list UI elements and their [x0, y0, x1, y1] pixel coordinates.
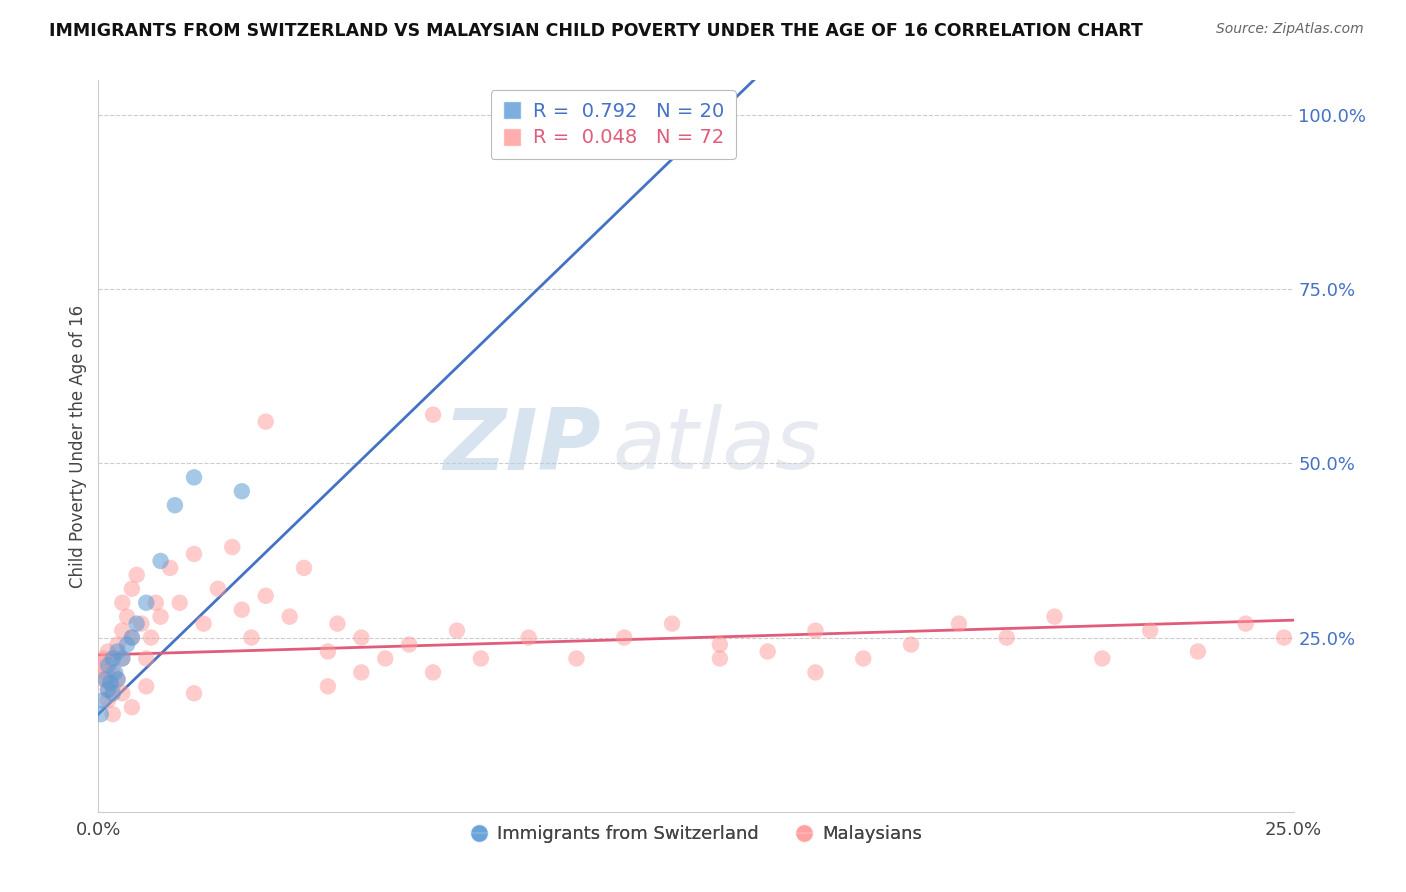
- Point: [107, 673, 129, 687]
- Point: [183, 547, 205, 561]
- Point: [121, 582, 143, 596]
- Point: [97, 682, 120, 697]
- Point: [709, 638, 731, 652]
- Point: [350, 665, 373, 680]
- Point: [90, 658, 112, 673]
- Point: [159, 561, 181, 575]
- Point: [135, 679, 157, 693]
- Point: [254, 589, 277, 603]
- Point: [350, 631, 373, 645]
- Point: [804, 624, 827, 638]
- Point: [101, 686, 124, 700]
- Point: [125, 567, 148, 582]
- Point: [91, 693, 114, 707]
- Point: [995, 631, 1018, 645]
- Point: [326, 616, 349, 631]
- Point: [131, 616, 153, 631]
- Point: [517, 631, 540, 645]
- Point: [111, 651, 134, 665]
- Point: [111, 624, 134, 638]
- Point: [900, 638, 922, 652]
- Point: [98, 676, 122, 690]
- Point: [101, 665, 124, 680]
- Point: [183, 470, 205, 484]
- Point: [422, 665, 444, 680]
- Point: [135, 596, 157, 610]
- Point: [374, 651, 396, 665]
- Point: [316, 679, 339, 693]
- Point: [231, 603, 253, 617]
- Point: [107, 673, 129, 687]
- Point: [94, 673, 117, 687]
- Point: [231, 484, 253, 499]
- Point: [1043, 609, 1066, 624]
- Point: [169, 596, 191, 610]
- Point: [139, 631, 162, 645]
- Point: [104, 665, 127, 680]
- Point: [1234, 616, 1257, 631]
- Point: [107, 638, 129, 652]
- Point: [1272, 631, 1295, 645]
- Point: [254, 415, 277, 429]
- Point: [115, 609, 138, 624]
- Point: [852, 651, 875, 665]
- Point: [101, 651, 124, 665]
- Point: [125, 616, 148, 631]
- Point: [163, 498, 186, 512]
- Point: [115, 638, 138, 652]
- Text: IMMIGRANTS FROM SWITZERLAND VS MALAYSIAN CHILD POVERTY UNDER THE AGE OF 16 CORRE: IMMIGRANTS FROM SWITZERLAND VS MALAYSIAN…: [49, 22, 1143, 40]
- Point: [91, 673, 114, 687]
- Point: [97, 682, 120, 697]
- Point: [240, 631, 263, 645]
- Text: atlas: atlas: [613, 404, 820, 488]
- Point: [316, 644, 339, 658]
- Text: Source: ZipAtlas.com: Source: ZipAtlas.com: [1216, 22, 1364, 37]
- Point: [1139, 624, 1161, 638]
- Point: [278, 609, 301, 624]
- Point: [101, 679, 124, 693]
- Point: [97, 644, 120, 658]
- Point: [121, 631, 143, 645]
- Point: [422, 408, 444, 422]
- Point: [97, 693, 120, 707]
- Point: [149, 554, 172, 568]
- Point: [101, 651, 124, 665]
- Point: [948, 616, 970, 631]
- Point: [709, 651, 731, 665]
- Point: [107, 644, 129, 658]
- Point: [145, 596, 167, 610]
- Point: [111, 596, 134, 610]
- Point: [613, 631, 636, 645]
- Point: [207, 582, 229, 596]
- Point: [121, 700, 143, 714]
- Point: [101, 707, 124, 722]
- Point: [398, 638, 420, 652]
- Point: [97, 658, 120, 673]
- Point: [292, 561, 315, 575]
- Point: [446, 624, 468, 638]
- Point: [94, 665, 117, 680]
- Point: [221, 540, 243, 554]
- Point: [111, 651, 134, 665]
- Point: [470, 651, 492, 665]
- Legend: Immigrants from Switzerland, Malaysians: Immigrants from Switzerland, Malaysians: [463, 818, 929, 850]
- Point: [111, 686, 134, 700]
- Point: [193, 616, 215, 631]
- Point: [135, 651, 157, 665]
- Point: [804, 665, 827, 680]
- Point: [1091, 651, 1114, 665]
- Point: [183, 686, 205, 700]
- Text: ZIP: ZIP: [443, 404, 600, 488]
- Point: [1187, 644, 1209, 658]
- Point: [91, 651, 114, 665]
- Point: [149, 609, 172, 624]
- Point: [90, 707, 112, 722]
- Point: [661, 616, 683, 631]
- Point: [98, 676, 122, 690]
- Point: [756, 644, 779, 658]
- Y-axis label: Child Poverty Under the Age of 16: Child Poverty Under the Age of 16: [69, 304, 87, 588]
- Point: [121, 631, 143, 645]
- Point: [565, 651, 588, 665]
